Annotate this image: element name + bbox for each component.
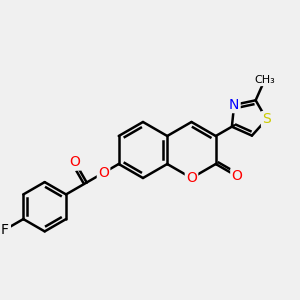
Text: F: F: [0, 223, 8, 237]
Text: N: N: [229, 98, 239, 112]
Text: CH₃: CH₃: [254, 75, 275, 85]
Text: S: S: [262, 112, 271, 126]
Text: O: O: [186, 171, 197, 185]
Text: O: O: [70, 155, 80, 169]
Text: O: O: [232, 169, 242, 183]
Text: O: O: [98, 166, 109, 180]
